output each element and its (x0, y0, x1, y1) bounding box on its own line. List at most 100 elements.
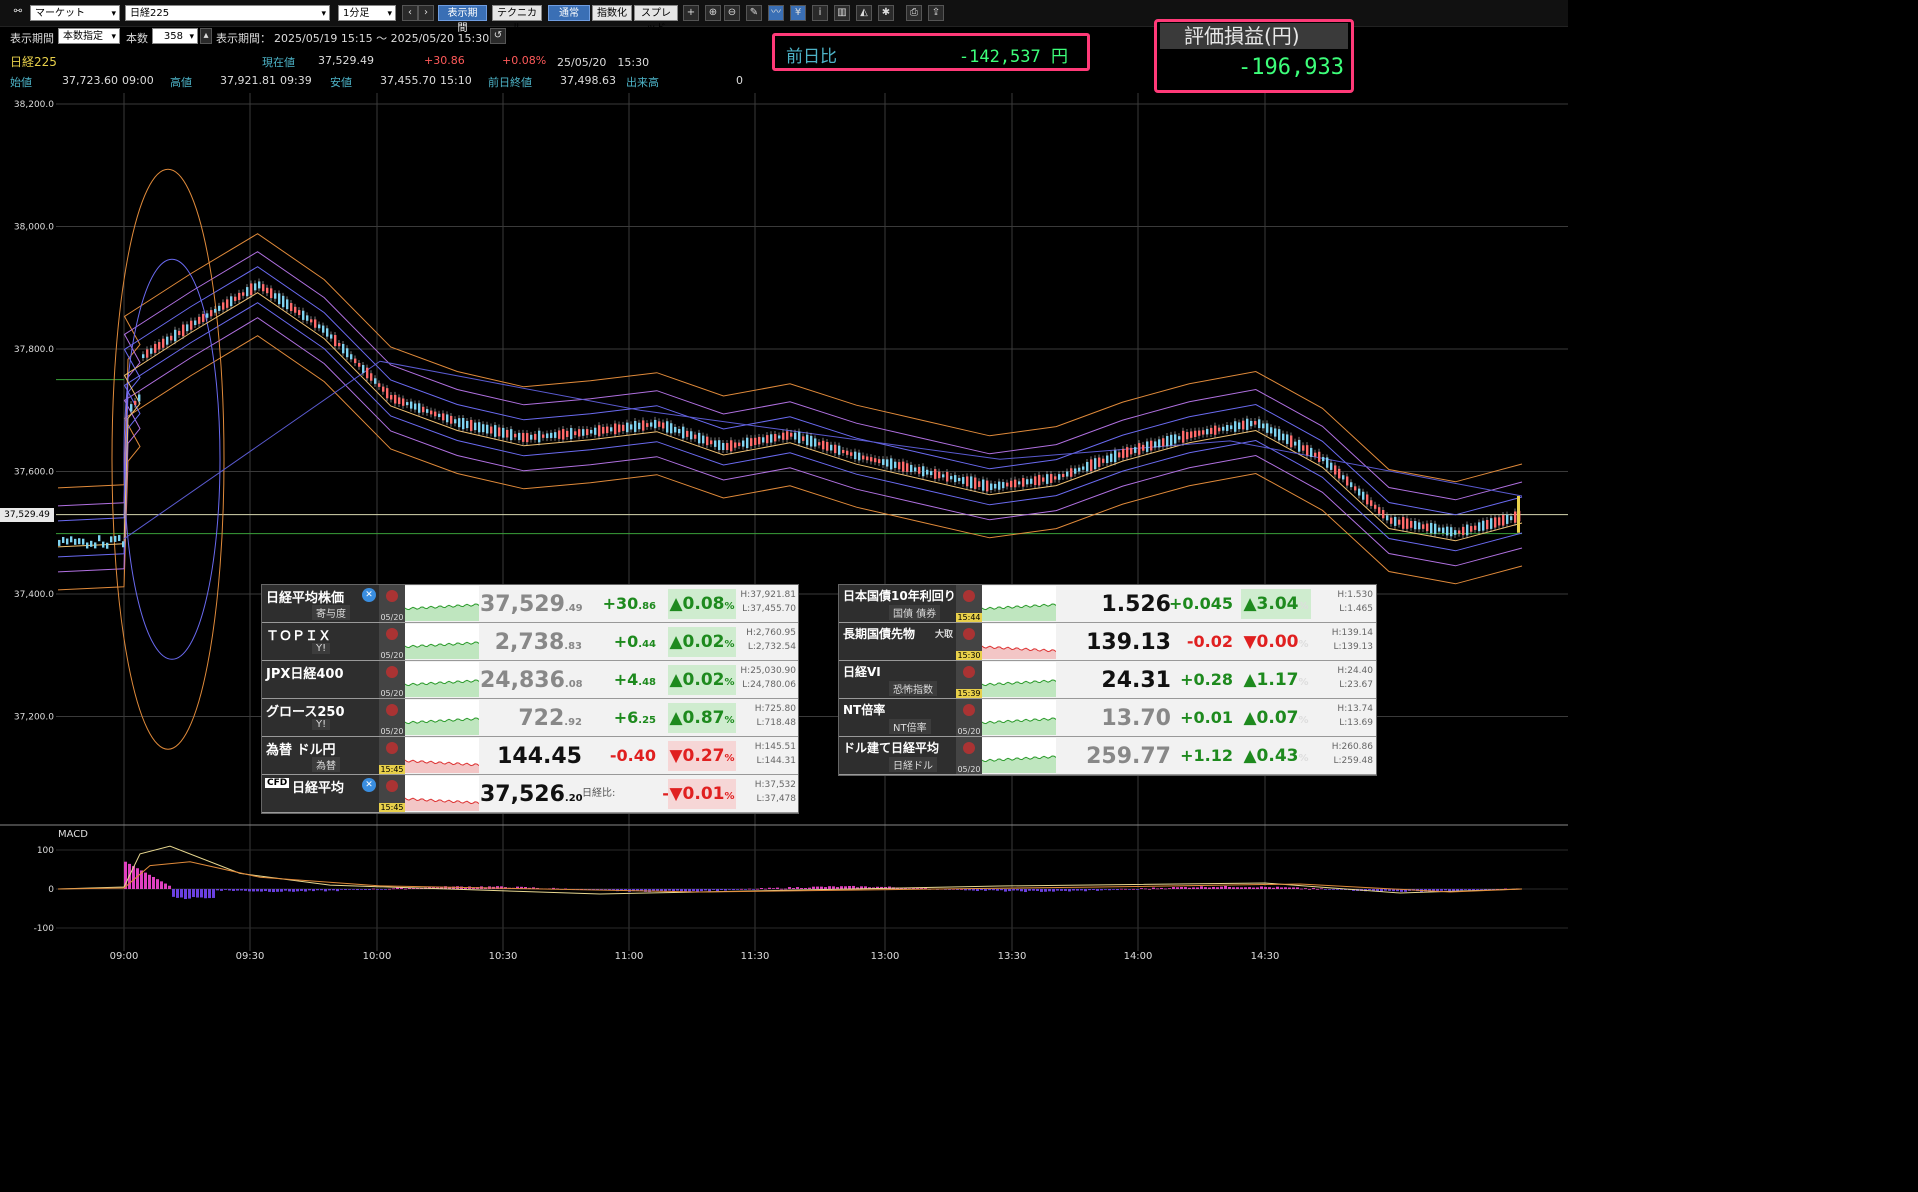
market-row[interactable]: CFD日経平均✕15:4537,526.20日経比:-3▼0.01%H:37,5… (262, 775, 798, 813)
line-chart-icon[interactable]: 〰 (768, 5, 784, 21)
index-button[interactable]: 指数化 (592, 5, 632, 21)
macd-bar (600, 889, 603, 890)
yen-icon[interactable]: ¥ (790, 5, 806, 21)
macd-bar (688, 889, 691, 892)
market-flag: 05/20 (379, 623, 405, 660)
crosshair-icon[interactable]: + (683, 5, 699, 21)
band-lower (57, 317, 1523, 573)
macd-bar (1316, 888, 1319, 890)
macd-bar (1176, 887, 1179, 889)
print-icon[interactable]: ⎙ (906, 5, 922, 21)
period-mode-select[interactable]: 本数指定 (58, 28, 120, 45)
market-hl: H:145.51 L:144.31 (738, 740, 796, 768)
macd-bar (1424, 889, 1427, 892)
market-flag: 05/20 (379, 699, 405, 736)
candle (842, 449, 845, 454)
market-pct: ▲0.87 (669, 708, 725, 728)
candle (430, 410, 433, 415)
spread-button[interactable]: スプレッド (634, 5, 678, 34)
volume-icon[interactable]: ▥ (834, 5, 850, 21)
info-icon[interactable]: i (812, 5, 828, 21)
period-mode-label: 本数指定 (63, 31, 103, 42)
x-share-icon: ✕ (362, 778, 376, 792)
flag-dot-icon (963, 590, 975, 602)
zoom-in-icon[interactable]: ⊕ (705, 5, 721, 21)
export-icon[interactable]: ⇪ (928, 5, 944, 21)
ohlc-row: 始値 37,723.60 09:00 高値 37,921.81 09:39 安値… (0, 74, 760, 90)
macd-bar (1112, 889, 1115, 890)
market-row[interactable]: ＴＯＰＩＸ Y! 05/20 2,738.83 +0.44 ▲0.02% H:2,760.9… (262, 623, 798, 661)
candle (814, 438, 817, 447)
market-pct-box: ▲0.02% (668, 627, 736, 657)
symbol-select-label: 日経225 (130, 8, 170, 19)
count-input[interactable]: 358 (152, 28, 198, 45)
period-label: 表示期間 (10, 32, 54, 45)
candle (90, 540, 93, 547)
sparkline-area (982, 604, 1056, 621)
link-icon[interactable]: ⚯ (13, 6, 23, 17)
macd-bar (1480, 889, 1483, 890)
candle (866, 456, 869, 461)
macd-bar (1292, 887, 1295, 889)
market-row[interactable]: 為替 ドル円 為替 15:45 144.45 -0.40 ▼0.27% H:145.51 L:… (262, 737, 798, 775)
candle (830, 444, 833, 451)
market-select[interactable]: マーケット (30, 5, 120, 22)
macd-bar (1016, 889, 1019, 891)
sparkline (404, 603, 480, 621)
candle (754, 437, 757, 445)
candle (722, 442, 725, 451)
refresh-icon[interactable]: ↺ (490, 28, 506, 44)
candle (1426, 523, 1429, 532)
market-name: 日経平均株価 (266, 591, 345, 606)
area-chart-icon[interactable]: ◭ (856, 5, 872, 21)
market-row[interactable]: 日経平均株価 寄与度 ✕ 05/20 37,529.49 +30.86 ▲0.08% H:37… (262, 585, 798, 623)
diff-label: 日経比: (582, 788, 616, 799)
period-button[interactable]: 表示期間 (438, 5, 487, 34)
market-change-box: +4.48 (582, 670, 656, 689)
normal-button[interactable]: 通常 (548, 5, 590, 21)
macd-bar (696, 889, 699, 892)
candle (258, 281, 261, 289)
market-row[interactable]: 日本国債10年利回り 国債 債券 15:44 1.526 +0.045 ▲3.04% H:1… (839, 585, 1376, 623)
candle (1038, 474, 1041, 486)
macd-bar (1028, 889, 1031, 891)
candle (594, 427, 597, 435)
settings-icon[interactable]: ✱ (878, 5, 894, 21)
sparkline-box (981, 700, 1057, 735)
macd-bar (176, 889, 179, 898)
market-row[interactable]: 日経VI 恐怖指数 15:39 24.31 +0.28 ▲1.17% H:24.40 L:23… (839, 661, 1376, 699)
candle (246, 287, 249, 297)
candle (1226, 425, 1229, 431)
next-icon[interactable]: › (418, 5, 434, 21)
candle (1302, 445, 1305, 451)
count-stepper[interactable]: ▴ (200, 28, 212, 44)
candle (974, 477, 977, 489)
market-row[interactable]: グロース250 Y! 05/20 722.92 +6.25 ▲0.87% H:725.80 L… (262, 699, 798, 737)
interval-select[interactable]: 1分足 (338, 5, 396, 22)
market-name: NT倍率 (843, 703, 886, 717)
candle (898, 462, 901, 470)
band-upper (57, 233, 1523, 489)
macd-bar (1120, 888, 1123, 890)
market-row[interactable]: ドル建て日経平均 日経ドル 05/20 259.77 +1.12 ▲0.43% H:260.… (839, 737, 1376, 775)
price-chart[interactable]: 38,200.0 38,000.0 37,800.0 37,600.0 37,400.0… (0, 93, 1568, 974)
candle (1118, 452, 1121, 458)
prev-icon[interactable]: ‹ (402, 5, 418, 21)
candle (734, 442, 737, 448)
technical-button[interactable]: テクニカル (492, 5, 542, 34)
macd-bar (724, 889, 727, 891)
pencil-icon[interactable]: ✎ (746, 5, 762, 21)
candle (738, 442, 741, 447)
macd-bar (852, 885, 855, 889)
candle (542, 434, 545, 438)
symbol-select[interactable]: 日経225 (125, 5, 330, 22)
candle (938, 471, 941, 479)
market-row[interactable]: NT倍率 NT倍率 05/20 13.70 +0.01 ▲0.07% H:13.74 L:13… (839, 699, 1376, 737)
market-date: 05/20 (380, 613, 404, 622)
candle (590, 429, 593, 434)
macd-bar (168, 885, 171, 889)
market-row[interactable]: 長期国債先物 大取 15:30 139.13 -0.02 ▼0.00% H:139.14 L:… (839, 623, 1376, 661)
candle (490, 426, 493, 434)
market-row[interactable]: JPX日経400 05/20 24,836.08 +4.48 ▲0.02% H:25,03… (262, 661, 798, 699)
zoom-out-icon[interactable]: ⊖ (724, 5, 740, 21)
